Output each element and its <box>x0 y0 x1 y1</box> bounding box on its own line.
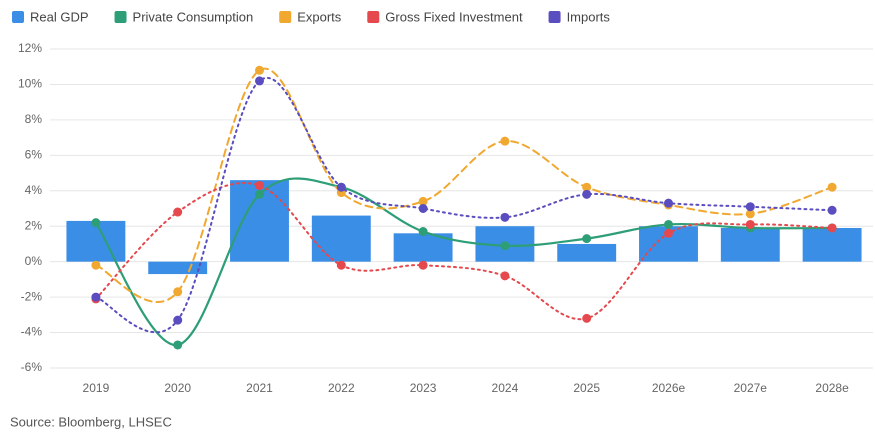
point <box>500 241 510 251</box>
point <box>500 136 510 146</box>
point <box>418 227 428 237</box>
point <box>582 189 592 199</box>
point <box>745 209 755 219</box>
y-tick-label: 4% <box>25 183 43 197</box>
legend-swatch <box>12 11 24 23</box>
point <box>173 287 183 297</box>
point <box>418 260 428 270</box>
source-note: Source: Bloomberg, LHSEC <box>10 414 172 429</box>
point <box>827 205 837 215</box>
line <box>94 67 834 303</box>
legend-swatch <box>114 11 127 23</box>
point <box>745 219 755 229</box>
y-tick-label: -2% <box>21 289 43 303</box>
point <box>418 196 428 206</box>
legend-label: Exports <box>297 9 342 24</box>
legend-label: Real GDP <box>30 9 89 24</box>
point <box>173 340 183 350</box>
x-tick-label: 2028e <box>815 381 849 395</box>
point <box>664 219 673 229</box>
point <box>91 218 101 228</box>
x-tick-label: 2023 <box>410 381 437 395</box>
x-tick-label: 2026e <box>652 381 686 395</box>
legend-label: Imports <box>567 9 611 24</box>
x-tick-label: 2022 <box>328 381 355 395</box>
legend-swatch <box>548 11 561 23</box>
x-tick-label: 2020 <box>164 381 191 395</box>
point <box>582 182 592 192</box>
x-tick-label: 2021 <box>246 381 273 395</box>
y-tick-label: 8% <box>25 112 43 126</box>
point <box>255 180 264 190</box>
point <box>255 76 264 86</box>
legend-label: Gross Fixed Investment <box>385 9 523 24</box>
point <box>91 260 101 270</box>
bar <box>557 243 617 262</box>
y-tick-label: 10% <box>18 77 42 91</box>
y-tick-label: 2% <box>25 218 43 232</box>
x-tick-label: 2025 <box>573 381 600 395</box>
point <box>827 223 837 233</box>
point <box>500 271 510 281</box>
line <box>94 177 834 347</box>
point <box>418 204 428 213</box>
x-tick-label: 2027e <box>734 381 768 395</box>
point <box>173 315 183 325</box>
bar <box>311 215 371 262</box>
bar <box>66 220 126 262</box>
point <box>336 260 346 270</box>
y-tick-label: 0% <box>25 254 43 268</box>
x-tick-label: 2024 <box>492 381 519 395</box>
point <box>255 65 264 75</box>
line <box>94 77 834 334</box>
y-tick-label: 12% <box>18 41 42 55</box>
point <box>745 202 755 212</box>
point <box>173 207 183 217</box>
y-tick-label: -4% <box>21 325 43 339</box>
point <box>664 228 673 238</box>
point <box>255 189 264 199</box>
point <box>582 313 592 323</box>
y-tick-label: 6% <box>25 148 43 162</box>
point <box>91 292 101 302</box>
line <box>94 182 834 321</box>
bar <box>720 227 780 262</box>
point <box>336 182 346 192</box>
point <box>500 212 510 222</box>
x-tick-label: 2019 <box>83 381 110 395</box>
point <box>827 182 837 192</box>
y-tick-label: -6% <box>21 360 43 374</box>
bar <box>148 261 208 275</box>
point <box>582 234 592 244</box>
legend-swatch <box>279 11 292 23</box>
legend-swatch <box>367 11 380 23</box>
bar <box>802 227 862 262</box>
legend-label: Private Consumption <box>133 9 254 24</box>
point <box>664 198 673 208</box>
